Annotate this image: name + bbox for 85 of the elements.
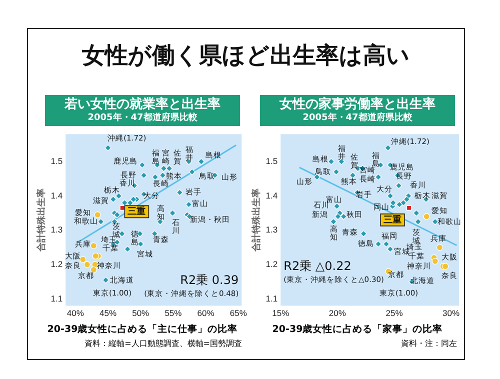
point [432,258,438,264]
point [340,213,347,220]
x-tick-label: 55% [164,308,182,318]
y-tick-label: 1.2 [50,258,63,269]
point [92,252,99,260]
point [186,201,192,208]
point [138,162,146,168]
point [90,242,97,250]
point [110,196,117,203]
annotation: R2乗 0.39 [180,272,239,287]
point [384,144,392,152]
x-tick-label: 60% [197,308,215,318]
x-tick-label: 40% [66,308,84,318]
y-tick-label: 1.3 [266,224,278,235]
point [188,168,196,176]
point [403,196,410,203]
point [115,192,122,200]
point [442,263,449,270]
point [169,210,176,216]
point [328,158,334,165]
text: 資料：縦軸=人口動態調査、横軸=国勢調査 [84,338,243,349]
chart-title: 若い女性の就業率と出生率 [64,97,222,112]
x-axis-title: 20-39歳女性に占める「主に仕事」の比率 [46,323,239,336]
point [102,276,110,284]
y-tick-label: 1.1 [266,293,278,304]
point [84,261,90,268]
point [386,192,394,200]
text: 資料・注：同左 [400,338,458,349]
point [332,168,340,176]
point [423,213,430,220]
x-tick-label: 50% [132,308,150,318]
chart-subtitle: 2005年・47都道府県比較 [86,113,198,124]
point [120,205,125,210]
y-axis-title: 合計特殊出生率 [36,188,46,252]
text: 女性が働く県ほど出生率は高い [81,42,411,71]
x-axis-title: 20-39歳女性に占める「家事」の比率 [271,323,444,336]
point [176,189,184,196]
point [80,256,86,263]
point [382,240,390,248]
x-tick-label: 20% [328,308,346,318]
chart-subtitle: 2005年・47都道府県比較 [302,113,414,124]
point [121,199,128,206]
point [166,165,173,172]
point [436,244,443,251]
point [140,172,148,179]
x-tick-label: 15% [272,308,290,318]
point [104,144,112,152]
y-tick-label: 1.5 [50,156,63,166]
point [375,240,382,248]
point [98,218,104,225]
point [94,212,101,218]
y-tick-label: 1.1 [50,293,63,304]
point [198,158,205,165]
y-tick-label: 1.4 [50,190,63,200]
point [334,202,340,210]
point [130,196,137,203]
point [386,246,394,252]
point [396,201,403,208]
point [330,218,337,225]
x-tick-label: 30% [442,308,460,318]
annotation: R2乗 △0.22 [284,258,352,273]
annotation: 三重 [128,206,146,218]
x-tick-label: 45% [99,308,117,318]
point [390,199,396,206]
y-tick-label: 1.5 [266,156,278,166]
y-tick-label: 1.4 [266,190,278,200]
point [395,182,402,189]
y-tick-label: 1.2 [266,258,278,269]
point [159,172,166,179]
chart-title: 女性の家事労働率と出生率 [278,97,436,112]
point [152,174,159,180]
point [160,165,168,172]
point [114,212,120,218]
point [360,230,367,237]
x-tick-label: 65% [230,308,248,318]
point [406,205,412,210]
y-tick-label: 1.3 [50,224,63,235]
y-axis-title: 合計特殊出生率 [250,188,261,252]
point [126,199,134,206]
point [414,218,422,225]
x-tick-label: 25% [386,308,404,318]
point [124,246,131,252]
point [375,174,382,180]
point [413,210,420,216]
annotation: 三重 [384,214,402,226]
